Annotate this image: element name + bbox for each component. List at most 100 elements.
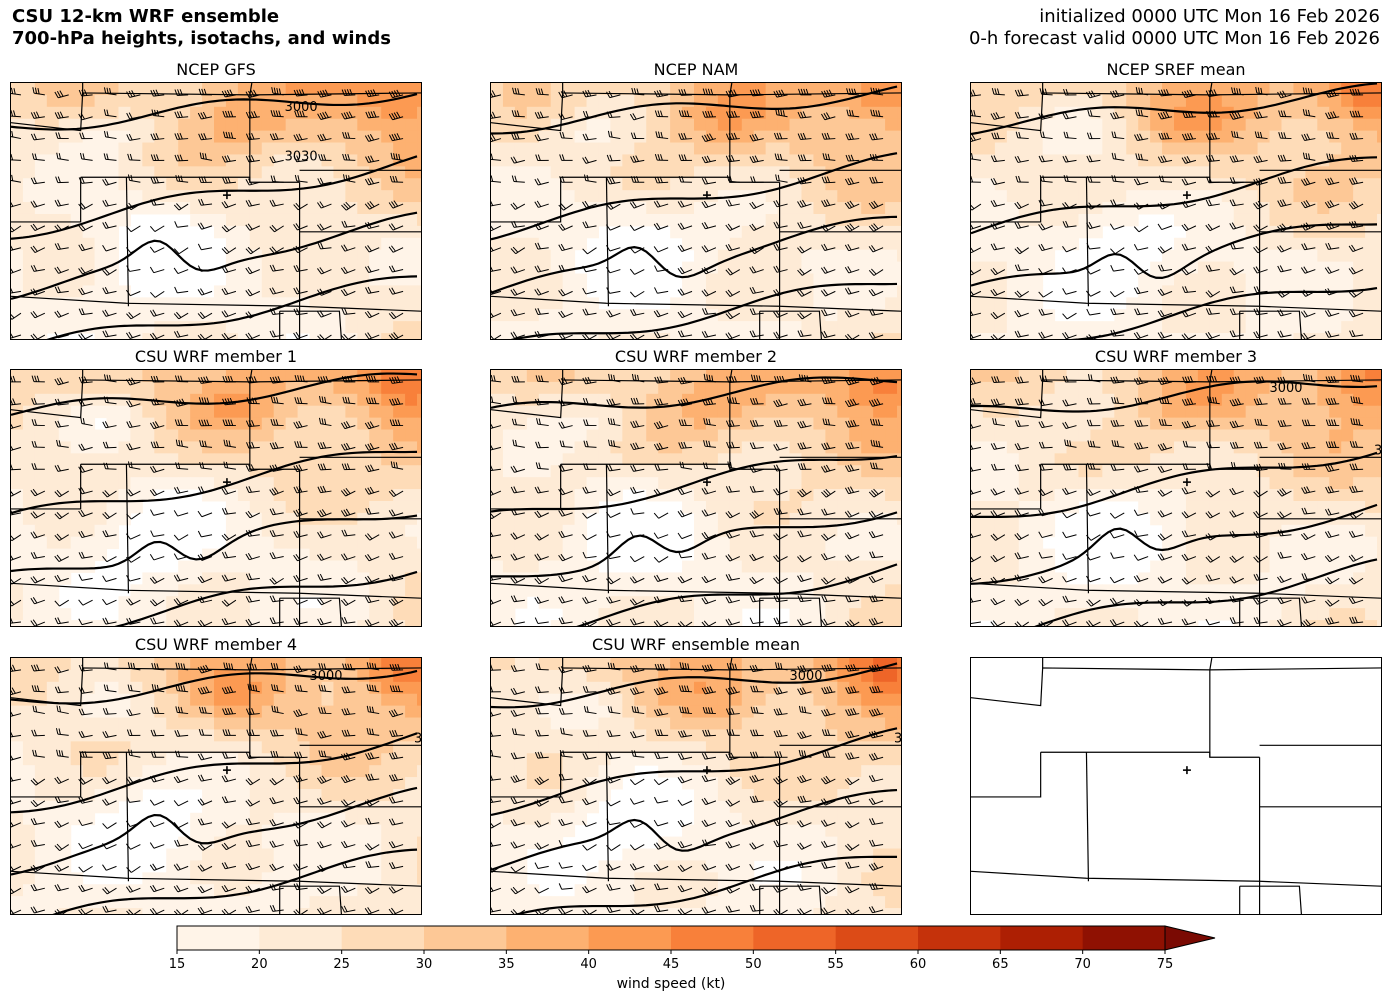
isotach-cell: [813, 608, 826, 621]
isotach-cell: [345, 142, 358, 155]
isotach-cell: [1162, 118, 1175, 132]
isotach-cell: [598, 489, 611, 502]
isotach-cell: [670, 154, 683, 167]
isotach-cell: [753, 465, 767, 478]
isotach-cell: [34, 417, 48, 431]
state-border: [11, 464, 82, 510]
isotach-cell: [1066, 130, 1079, 144]
isotach-cell: [1329, 405, 1342, 419]
wind-barb: [1157, 331, 1173, 339]
isotach-cell: [417, 381, 421, 395]
contour-label: 3000: [285, 100, 318, 115]
isotach-cell: [1042, 213, 1056, 227]
wind-barb: [677, 532, 693, 540]
isotach-cell: [994, 178, 1008, 191]
isotach-cell: [1269, 261, 1282, 275]
isotach-cell: [562, 429, 576, 442]
isotach-cell: [550, 273, 564, 286]
wind-barb: [1181, 155, 1197, 164]
isotach-cell: [249, 83, 263, 96]
wind-barb: [11, 245, 22, 251]
isotach-cell: [297, 309, 311, 322]
isotach-cell: [1269, 441, 1282, 454]
wind-barb: [150, 290, 165, 298]
wind-barb: [198, 419, 213, 427]
wind-barb: [388, 552, 404, 560]
wind-barb: [173, 311, 189, 320]
isotach-cell: [309, 154, 322, 167]
isotach-cell: [550, 333, 564, 339]
isotach-cell: [825, 477, 838, 490]
isotach-cell: [491, 94, 504, 108]
wind-barb: [102, 221, 117, 229]
isotach-cell: [1329, 273, 1342, 286]
isotach-cell: [369, 477, 382, 490]
isotach-cell: [861, 142, 874, 155]
isotach-cell: [994, 261, 1008, 275]
isotach-cell: [11, 620, 24, 626]
isotach-cell: [130, 477, 143, 490]
isotach-cell: [741, 489, 755, 502]
isotach-cell: [658, 106, 671, 120]
isotach-cell: [369, 381, 382, 395]
isotach-cell: [202, 118, 215, 132]
isotach-cell: [705, 608, 719, 621]
isotach-cell: [1066, 441, 1079, 454]
wind-barb: [389, 175, 404, 183]
isotach-cell: [82, 297, 96, 310]
isotach-cell: [333, 608, 346, 621]
isotach-cell: [705, 166, 719, 179]
isotach-cell: [142, 142, 155, 155]
wind-barb: [30, 551, 45, 559]
isotach-cell: [46, 142, 60, 155]
isotach-cell: [873, 453, 886, 466]
isotach-cell: [538, 500, 552, 514]
isotach-cell: [178, 405, 191, 419]
isotach-cell: [994, 453, 1008, 466]
isotach-cell: [801, 608, 814, 621]
isotach-cell: [34, 202, 48, 215]
isotach-cell: [11, 453, 24, 466]
isotach-cell: [514, 261, 528, 275]
isotach-cell: [202, 441, 215, 454]
isotach-cell: [897, 166, 901, 179]
isotach-cell: [106, 429, 119, 442]
isotach-cell: [202, 405, 215, 419]
isotach-cell: [1209, 261, 1223, 275]
isotach-cell: [514, 166, 528, 179]
isotach-cell: [598, 94, 611, 108]
isotach-cell: [34, 333, 48, 339]
isotach-cell: [357, 393, 370, 407]
isotach-cell: [1365, 94, 1378, 108]
isotach-cell: [694, 512, 707, 526]
isotach-cell: [58, 297, 72, 310]
isotach-cell: [225, 489, 239, 502]
isotach-cell: [1317, 321, 1330, 334]
isotach-cell: [58, 489, 72, 502]
isotach-cell: [741, 536, 755, 550]
isotach-cell: [46, 213, 60, 227]
isotach-cell: [705, 500, 719, 514]
isotach-cell: [381, 477, 394, 490]
isotach-cell: [1150, 190, 1163, 203]
wind-barb: [1231, 130, 1244, 140]
isotach-cell: [190, 620, 203, 626]
wind-barb: [990, 334, 1006, 339]
wind-barb: [606, 154, 621, 162]
wind-barb: [173, 267, 189, 275]
isotach-cell: [646, 166, 659, 179]
wind-barb: [773, 331, 788, 339]
isotach-cell: [777, 477, 791, 490]
isotach-cell: [11, 249, 24, 263]
isotach-cell: [1353, 370, 1366, 383]
wind-barb: [11, 490, 22, 497]
isotach-cell: [971, 477, 984, 490]
wind-barb: [701, 597, 717, 605]
station-marker: [222, 191, 231, 200]
isotach-cell: [1353, 237, 1366, 251]
isotach-cell: [1078, 118, 1091, 132]
isotach-cell: [46, 512, 60, 526]
wind-barb: [30, 531, 45, 539]
wind-barb: [534, 308, 549, 315]
isotach-cell: [622, 429, 635, 442]
